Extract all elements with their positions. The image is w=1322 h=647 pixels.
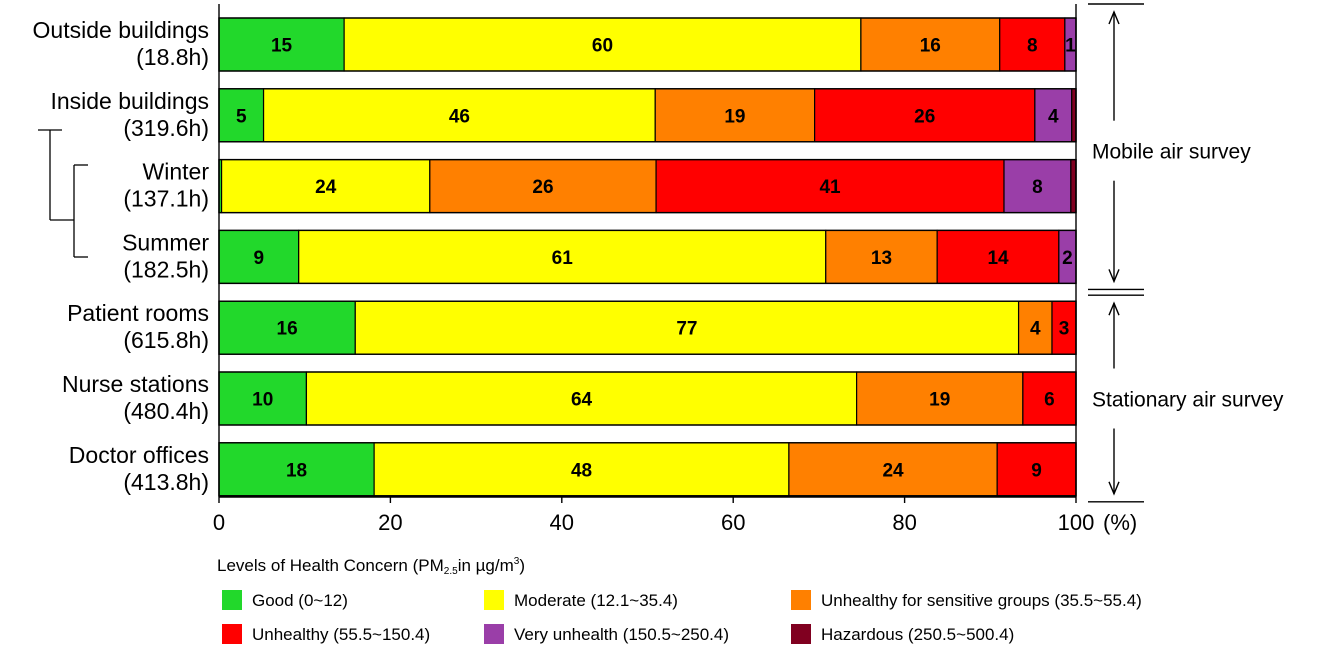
bar-nurse-stations-unhealthy [1022, 371, 1077, 426]
bar-winter-unhealthy [655, 159, 1005, 214]
bar-label-patient-rooms-unhealthy-for-sensitive-groups: 4 [1030, 319, 1041, 340]
x-tick-label-40: 40 [550, 510, 574, 535]
x-tick-label-80: 80 [892, 510, 916, 535]
bar-label-summer-very-unhealth: 2 [1062, 248, 1073, 269]
bar-label-summer-unhealthy: 14 [987, 248, 1009, 269]
bar-label-outside-buildings-moderate: 60 [592, 36, 613, 57]
bars-layer [218, 17, 1077, 497]
bar-inside-buildings-unhealthy-for-sensitive-groups [654, 88, 816, 143]
group-arrow-up-icon-stationary-air-survey [1108, 301, 1120, 316]
bar-label-outside-buildings-unhealthy-for-sensitive-groups: 16 [920, 36, 941, 57]
category-hours-nurse-stations: (480.4h) [123, 398, 209, 424]
bar-label-doctor-offices-good: 18 [286, 460, 307, 481]
category-label-winter: Winter [143, 159, 210, 185]
bar-label-winter-unhealthy-for-sensitive-groups: 26 [532, 177, 553, 198]
bar-doctor-offices-unhealthy [996, 442, 1077, 497]
group-label-mobile-air-survey: Mobile air survey [1092, 141, 1251, 164]
bar-label-doctor-offices-moderate: 48 [571, 460, 592, 481]
category-label-doctor-offices: Doctor offices [69, 442, 209, 468]
bar-label-winter-very-unhealth: 8 [1032, 177, 1043, 198]
category-label-patient-rooms: Patient rooms [67, 300, 209, 326]
bar-inside-buildings-very-unhealth [1034, 88, 1073, 143]
category-hours-summer: (182.5h) [123, 256, 209, 282]
bar-label-nurse-stations-moderate: 64 [571, 390, 593, 411]
category-label-outside-buildings: Outside buildings [33, 17, 209, 43]
bar-patient-rooms-unhealthy-for-sensitive-groups [1017, 300, 1053, 355]
bar-label-inside-buildings-good: 5 [236, 106, 247, 127]
bar-label-inside-buildings-moderate: 46 [449, 106, 470, 127]
bar-summer-unhealthy [936, 229, 1060, 284]
category-label-summer: Summer [122, 229, 209, 255]
bar-label-patient-rooms-good: 16 [277, 319, 298, 340]
season-bracket [38, 129, 88, 258]
category-hours-patient-rooms: (615.8h) [123, 327, 209, 353]
x-tick-label-20: 20 [378, 510, 402, 535]
survey-groups: Mobile air survey Stationary air survey [1088, 3, 1284, 503]
group-arrow-down-icon-stationary-air-survey [1108, 481, 1120, 496]
bar-label-inside-buildings-very-unhealth: 4 [1048, 106, 1059, 127]
x-axis: 0 20 40 60 80 100 (%) [213, 4, 1137, 535]
group-arrow-up-icon-mobile-air-survey [1108, 10, 1120, 25]
bar-label-nurse-stations-unhealthy: 6 [1044, 390, 1055, 411]
x-axis-unit: (%) [1103, 510, 1137, 535]
category-hours-doctor-offices: (413.8h) [123, 469, 209, 495]
bar-winter-unhealthy-for-sensitive-groups [429, 159, 657, 214]
bar-label-inside-buildings-unhealthy: 26 [914, 106, 935, 127]
bar-label-outside-buildings-good: 15 [271, 36, 293, 57]
category-label-nurse-stations: Nurse stations [62, 371, 209, 397]
bar-outside-buildings-moderate [343, 17, 862, 72]
category-label-inside-buildings: Inside buildings [50, 88, 209, 114]
bar-label-summer-unhealthy-for-sensitive-groups: 13 [871, 248, 892, 269]
bar-label-summer-moderate: 61 [552, 248, 574, 269]
bar-doctor-offices-unhealthy-for-sensitive-groups [788, 442, 998, 497]
category-hours-inside-buildings: (319.6h) [123, 115, 209, 141]
category-hours-winter: (137.1h) [123, 186, 209, 212]
bar-winter-hazardous [1070, 159, 1077, 214]
bar-nurse-stations-moderate [305, 371, 858, 426]
bar-summer-unhealthy-for-sensitive-groups [825, 229, 938, 284]
bar-doctor-offices-good [218, 442, 375, 497]
bar-outside-buildings-good [218, 17, 345, 72]
category-labels-layer: Outside buildings(18.8h) Inside buildings… [33, 17, 210, 495]
bar-labels-layer: 15 60 16 8 15 46 19 26 424 26 41 89 61 13 14 216 77 4 310 6… [236, 36, 1076, 482]
category-hours-outside-buildings: (18.8h) [136, 44, 209, 70]
bar-label-summer-good: 9 [254, 248, 265, 269]
bar-label-inside-buildings-unhealthy-for-sensitive-groups: 19 [724, 106, 745, 127]
group-label-stationary-air-survey: Stationary air survey [1092, 389, 1284, 412]
bar-label-outside-buildings-very-unhealth: 1 [1065, 36, 1076, 57]
bar-inside-buildings-unhealthy [814, 88, 1036, 143]
bar-label-winter-moderate: 24 [315, 177, 337, 198]
bar-patient-rooms-good [218, 300, 356, 355]
x-tick-label-100: 100 [1058, 510, 1095, 535]
bar-label-patient-rooms-moderate: 77 [676, 319, 697, 340]
bar-label-outside-buildings-unhealthy: 8 [1027, 36, 1038, 57]
bar-label-winter-unhealthy: 41 [819, 177, 841, 198]
bar-label-doctor-offices-unhealthy: 9 [1031, 460, 1042, 481]
bar-summer-moderate [298, 229, 827, 284]
bar-label-doctor-offices-unhealthy-for-sensitive-groups: 24 [882, 460, 904, 481]
bar-label-nurse-stations-unhealthy-for-sensitive-groups: 19 [929, 390, 950, 411]
x-tick-label-60: 60 [721, 510, 745, 535]
x-tick-label-0: 0 [213, 510, 225, 535]
bar-label-nurse-stations-good: 10 [252, 390, 273, 411]
group-arrow-down-icon-mobile-air-survey [1108, 269, 1120, 284]
bar-label-patient-rooms-unhealthy: 3 [1059, 319, 1070, 340]
bar-nurse-stations-unhealthy-for-sensitive-groups [856, 371, 1024, 426]
